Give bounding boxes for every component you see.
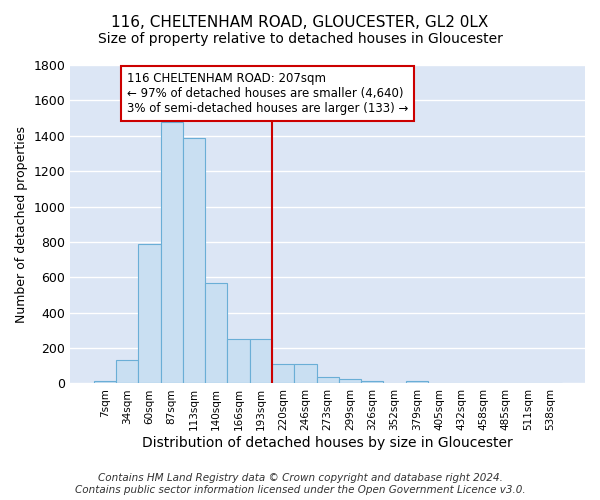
Bar <box>317 378 339 384</box>
Bar <box>94 381 116 384</box>
Bar <box>227 339 250 384</box>
Bar <box>272 364 294 384</box>
Bar <box>183 138 205 384</box>
Bar <box>250 339 272 384</box>
X-axis label: Distribution of detached houses by size in Gloucester: Distribution of detached houses by size … <box>142 436 513 450</box>
Bar <box>339 379 361 384</box>
Bar <box>116 360 138 384</box>
Bar <box>361 381 383 384</box>
Y-axis label: Number of detached properties: Number of detached properties <box>15 126 28 322</box>
Text: Size of property relative to detached houses in Gloucester: Size of property relative to detached ho… <box>98 32 502 46</box>
Bar <box>161 122 183 384</box>
Text: Contains HM Land Registry data © Crown copyright and database right 2024.
Contai: Contains HM Land Registry data © Crown c… <box>74 474 526 495</box>
Text: 116, CHELTENHAM ROAD, GLOUCESTER, GL2 0LX: 116, CHELTENHAM ROAD, GLOUCESTER, GL2 0L… <box>112 15 488 30</box>
Bar <box>406 381 428 384</box>
Text: 116 CHELTENHAM ROAD: 207sqm
← 97% of detached houses are smaller (4,640)
3% of s: 116 CHELTENHAM ROAD: 207sqm ← 97% of det… <box>127 72 409 115</box>
Bar <box>138 244 161 384</box>
Bar <box>294 364 317 384</box>
Bar <box>205 282 227 384</box>
